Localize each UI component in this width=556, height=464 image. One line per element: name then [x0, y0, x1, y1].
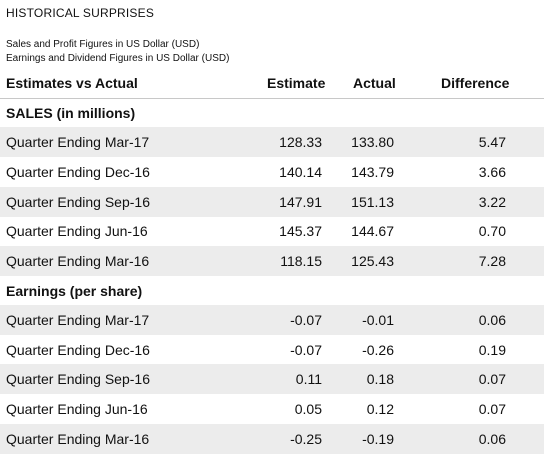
row-estimate: 128.33 [279, 134, 322, 150]
row-actual: 151.13 [351, 194, 394, 210]
row-quarter: Quarter Ending Dec-16 [6, 164, 150, 180]
row-quarter: Quarter Ending Mar-16 [6, 253, 150, 269]
table-row: Quarter Ending Mar-16 -0.25 -0.19 0.06 [0, 424, 544, 454]
row-quarter: Quarter Ending Jun-16 [6, 401, 148, 417]
row-difference: 0.19 [478, 342, 506, 358]
row-quarter: Quarter Ending Sep-16 [6, 194, 150, 210]
row-estimate: 140.14 [279, 164, 322, 180]
row-difference: 3.22 [478, 194, 506, 210]
table-row: Quarter Ending Jun-16 145.37 144.67 0.70 [0, 216, 544, 246]
row-estimate: 147.91 [279, 194, 322, 210]
header-actual: Actual [353, 75, 396, 91]
row-estimate: 118.15 [280, 253, 322, 269]
row-difference: 0.07 [478, 401, 506, 417]
row-quarter: Quarter Ending Mar-17 [6, 134, 150, 150]
table-row: Quarter Ending Sep-16 147.91 151.13 3.22 [0, 187, 544, 217]
section-earnings: Earnings (per share) [0, 276, 544, 306]
row-actual: 143.79 [351, 164, 394, 180]
header-estimate: Estimate [267, 75, 326, 91]
row-difference: 5.47 [478, 134, 506, 150]
row-actual: -0.01 [362, 312, 394, 328]
row-actual: 144.67 [351, 223, 394, 239]
row-actual: -0.19 [362, 431, 394, 447]
currency-note-sales: Sales and Profit Figures in US Dollar (U… [6, 39, 200, 50]
row-actual: 0.18 [366, 371, 394, 387]
header-difference: Difference [441, 75, 510, 91]
table-header: Estimates vs Actual Estimate Actual Diff… [0, 68, 544, 99]
table-row: Quarter Ending Dec-16 -0.07 -0.26 0.19 [0, 335, 544, 365]
row-difference: 7.28 [478, 253, 506, 269]
section-sales: SALES (in millions) [0, 98, 544, 128]
section-sales-label: SALES (in millions) [6, 105, 136, 121]
row-difference: 0.06 [478, 312, 506, 328]
row-actual: 125.43 [351, 253, 394, 269]
header-label: Estimates vs Actual [6, 75, 138, 91]
row-quarter: Quarter Ending Jun-16 [6, 223, 148, 239]
table-row: Quarter Ending Dec-16 140.14 143.79 3.66 [0, 157, 544, 187]
row-quarter: Quarter Ending Mar-17 [6, 312, 150, 328]
table-row: Quarter Ending Jun-16 0.05 0.12 0.07 [0, 394, 544, 424]
section-earnings-label: Earnings (per share) [6, 283, 143, 299]
row-quarter: Quarter Ending Sep-16 [6, 371, 150, 387]
table-row: Quarter Ending Mar-17 -0.07 -0.01 0.06 [0, 305, 544, 335]
row-estimate: 0.05 [294, 401, 322, 417]
row-difference: 0.07 [478, 371, 506, 387]
row-actual: 133.80 [351, 134, 394, 150]
row-estimate: 145.37 [279, 223, 322, 239]
row-estimate: -0.07 [290, 312, 322, 328]
row-estimate: 0.11 [295, 371, 322, 387]
row-actual: -0.26 [362, 342, 394, 358]
row-difference: 3.66 [478, 164, 506, 180]
row-quarter: Quarter Ending Dec-16 [6, 342, 150, 358]
row-actual: 0.12 [366, 401, 394, 417]
row-estimate: -0.07 [290, 342, 322, 358]
row-difference: 0.70 [478, 223, 506, 239]
page-title: HISTORICAL SURPRISES [6, 6, 155, 20]
table-row: Quarter Ending Mar-17 128.33 133.80 5.47 [0, 127, 544, 157]
currency-note-earnings: Earnings and Dividend Figures in US Doll… [6, 53, 230, 64]
row-difference: 0.06 [478, 431, 506, 447]
table-row: Quarter Ending Sep-16 0.11 0.18 0.07 [0, 364, 544, 394]
row-estimate: -0.25 [290, 431, 322, 447]
table-row: Quarter Ending Mar-16 118.15 125.43 7.28 [0, 246, 544, 276]
row-quarter: Quarter Ending Mar-16 [6, 431, 150, 447]
